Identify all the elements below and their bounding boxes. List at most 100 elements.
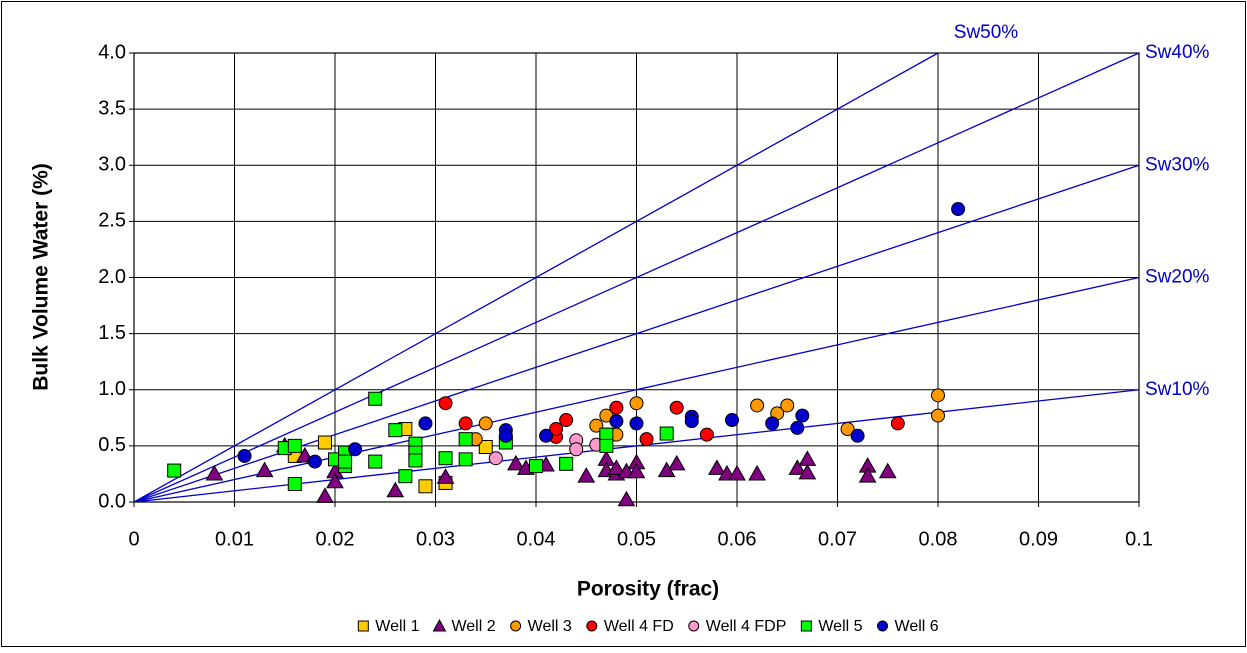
marker [609,414,624,429]
marker [659,426,674,441]
reference-label: Sw20% [1145,267,1210,288]
marker [748,464,766,481]
marker [167,463,182,478]
legend-label: Well 4 FDP [706,618,787,635]
x-tick-label: 0 [128,528,139,550]
marker [699,427,714,442]
marker [549,422,564,437]
x-tick-label: 0.02 [316,528,355,550]
legend-marker [877,620,889,632]
marker [368,391,383,406]
reference-line [134,276,1140,502]
reference-line [134,52,939,502]
marker [398,469,413,484]
legend-marker [510,620,522,632]
marker [599,438,614,453]
marker [569,442,584,457]
marker [790,420,805,435]
legend-label: Well 4 FD [604,618,674,635]
y-axis-title: Bulk Volume Water (%) [30,163,53,391]
reference-label: Sw30% [1145,154,1210,175]
marker [890,416,905,431]
marker [255,461,274,478]
reference-label: Sw10% [1145,379,1210,400]
y-tick-label: 1.5 [98,322,126,344]
marker [728,464,746,481]
y-tick-label: 1.0 [98,378,126,400]
marker [788,459,807,475]
marker [436,468,455,484]
marker [386,481,405,498]
marker [577,467,596,483]
legend-label: Well 3 [528,618,572,635]
marker [368,454,383,469]
marker [931,388,945,403]
marker [287,438,302,453]
marker [488,451,503,466]
marker [627,462,646,479]
marker [498,428,513,443]
marker [418,479,433,494]
marker [529,459,543,474]
y-tick-label: 2.5 [98,210,126,232]
marker [458,452,473,467]
marker [478,439,493,454]
reference-label: Sw50% [954,22,1019,43]
y-tick-label: 3.5 [98,97,126,119]
marker [348,442,363,457]
marker [798,463,817,480]
x-tick-label: 0.09 [1019,528,1058,550]
marker [559,456,574,471]
marker [326,472,344,489]
marker [617,490,636,507]
x-tick-label: 0.04 [517,528,556,550]
marker [724,413,739,428]
y-tick-label: 2.0 [98,266,126,288]
x-tick-label: 0.03 [416,528,455,550]
legend-marker [586,620,598,632]
marker [850,428,865,443]
marker [609,400,624,415]
marker [607,459,626,475]
marker [205,464,224,481]
marker [840,422,855,437]
marker [878,462,897,479]
reference-label: Sw40% [1145,42,1210,63]
legend-marker [432,618,447,632]
marker [388,423,403,438]
legend-marker [357,620,369,632]
marker [858,467,877,483]
x-axis-title: Porosity (frac) [577,578,719,601]
x-tick-label: 0.07 [818,528,857,550]
marker [539,428,554,443]
marker [629,396,644,411]
marker [639,432,654,447]
legend-label: Well 5 [818,618,862,635]
marker [338,454,353,469]
marker [287,477,302,492]
marker [795,408,810,423]
marker [418,416,433,431]
x-tick-label: 0.08 [919,528,958,550]
marker [684,414,699,429]
marker [708,459,726,475]
reference-line [134,52,1140,502]
y-tick-label: 4.0 [98,41,126,63]
legend-label: Well 2 [451,618,495,635]
x-tick-label: 0.1 [1125,528,1153,550]
marker [307,454,322,469]
marker [765,416,780,431]
marker [317,435,332,450]
legend-label: Well 6 [895,618,939,635]
marker [438,396,453,411]
marker [316,487,334,503]
marker [237,448,252,463]
marker [669,400,684,415]
legend-marker [800,620,812,632]
marker [750,398,765,413]
legend-marker [688,620,700,632]
marker [559,413,574,428]
x-tick-label: 0.01 [215,528,254,550]
x-tick-label: 0.06 [718,528,757,550]
